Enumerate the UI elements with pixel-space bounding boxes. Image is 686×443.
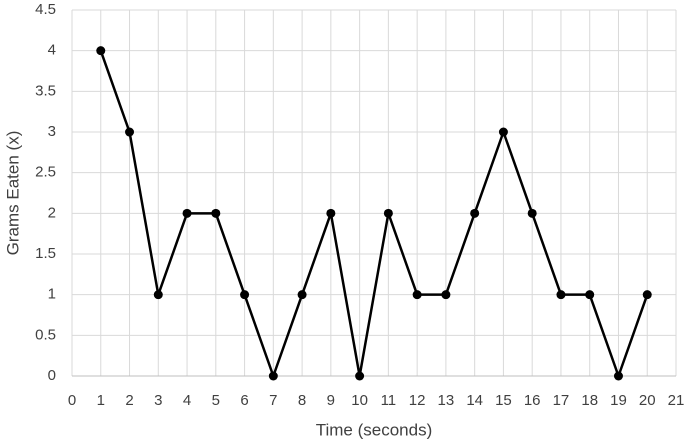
- data-point: [240, 290, 250, 300]
- x-tick-label: 19: [610, 392, 627, 409]
- data-point: [182, 208, 192, 218]
- data-point: [556, 290, 566, 300]
- y-axis-title: Grams Eaten (x): [3, 131, 22, 256]
- y-tick-label: 2.5: [35, 164, 56, 181]
- y-tick-label: 4.5: [35, 1, 56, 18]
- data-point: [585, 290, 595, 300]
- x-tick-label: 17: [553, 392, 570, 409]
- x-tick-label: 4: [183, 392, 191, 409]
- y-tick-label: 0.5: [35, 326, 56, 343]
- data-point: [153, 290, 163, 300]
- data-point: [527, 208, 537, 218]
- x-tick-label: 3: [154, 392, 162, 409]
- x-tick-label: 8: [298, 392, 306, 409]
- data-point: [498, 127, 508, 137]
- data-point: [470, 208, 480, 218]
- x-tick-label: 20: [639, 392, 656, 409]
- data-point: [613, 371, 623, 381]
- x-tick-label: 9: [327, 392, 335, 409]
- y-tick-label: 3.5: [35, 82, 56, 99]
- x-tick-label: 15: [495, 392, 512, 409]
- data-point: [355, 371, 365, 381]
- y-tick-label: 3: [48, 123, 56, 140]
- y-tick-label: 4: [48, 42, 56, 59]
- data-point: [642, 290, 652, 300]
- x-tick-label: 1: [97, 392, 105, 409]
- x-tick-label: 10: [351, 392, 368, 409]
- data-point: [383, 208, 393, 218]
- x-tick-label: 2: [125, 392, 133, 409]
- data-point: [96, 46, 106, 56]
- x-axis-title: Time (seconds): [316, 420, 433, 439]
- y-tick-label: 1: [48, 286, 56, 303]
- x-tick-label: 18: [581, 392, 598, 409]
- x-tick-label: 13: [438, 392, 455, 409]
- x-tick-label: 0: [68, 392, 76, 409]
- x-tick-label: 16: [524, 392, 541, 409]
- data-point: [125, 127, 135, 137]
- x-tick-label: 12: [409, 392, 426, 409]
- x-tick-label: 6: [240, 392, 248, 409]
- data-point: [268, 371, 278, 381]
- data-point: [412, 290, 422, 300]
- y-tick-label: 2: [48, 204, 56, 221]
- data-point: [211, 208, 221, 218]
- data-line: [99, 50, 649, 378]
- y-tick-label: 0: [48, 367, 56, 384]
- data-point: [441, 290, 451, 300]
- x-tick-label: 21: [668, 392, 685, 409]
- x-tick-label: 14: [466, 392, 483, 409]
- x-tick-label: 7: [269, 392, 277, 409]
- x-tick-label: 5: [212, 392, 220, 409]
- x-tick-label: 11: [381, 392, 397, 409]
- data-point: [326, 208, 336, 218]
- y-tick-label: 1.5: [35, 245, 56, 262]
- data-point: [297, 290, 307, 300]
